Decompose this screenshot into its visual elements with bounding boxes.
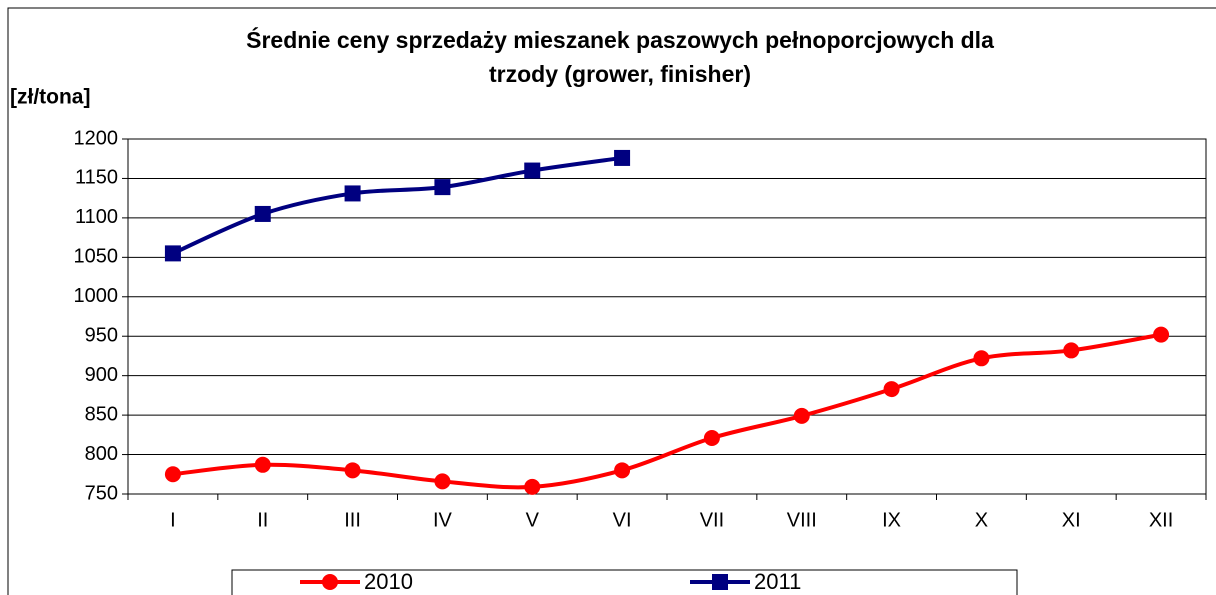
marker [344,462,361,479]
y-tick-label: 900 [85,364,118,386]
legend [231,569,1018,595]
marker [883,381,900,398]
x-tick-label: X [975,509,988,531]
x-tick-label: VI [613,509,632,531]
series-line [172,332,1162,490]
chart-title: Średnie ceny sprzedaży mieszanek paszowy… [246,26,994,53]
marker [524,162,541,179]
y-axis-label: [zł/tona] [10,86,90,109]
y-tick-label: 800 [85,443,118,465]
legend-marker [712,574,728,590]
y-tick-label: 850 [85,403,118,425]
marker [164,245,181,262]
legend-label: 2011 [754,569,801,594]
marker [254,205,271,222]
series-line [172,155,623,256]
x-tick-label: III [344,509,361,531]
marker [703,429,720,446]
y-tick-label: 950 [85,325,118,347]
plot-area [127,138,1207,495]
chart-title: trzody (grower, finisher) [489,61,751,87]
x-tick-label: IX [882,509,901,531]
marker [614,462,631,479]
y-tick-label: 1000 [74,285,119,307]
x-tick-label: VII [700,509,724,531]
x-tick-label: VIII [787,509,817,531]
x-tick-label: XII [1149,509,1173,531]
y-tick-label: 1150 [75,167,118,189]
legend-label: 2010 [364,569,413,594]
x-tick-label: V [526,509,540,531]
y-tick-label: 1100 [75,206,118,228]
y-tick-label: 750 [85,482,118,504]
marker [164,466,181,483]
y-tick-label: 1200 [74,127,119,149]
x-tick-label: IV [433,509,453,531]
marker [434,179,451,196]
marker [793,407,810,424]
marker [614,149,631,166]
y-tick-label: 1050 [74,246,119,268]
x-tick-label: I [170,509,176,531]
x-tick-label: II [257,509,268,531]
marker [524,478,541,495]
marker [254,456,271,473]
marker [1153,326,1170,343]
marker [434,473,451,490]
marker [1063,342,1080,359]
legend-marker [322,574,338,590]
x-tick-label: XI [1062,509,1081,531]
marker [973,350,990,367]
marker [344,185,361,202]
